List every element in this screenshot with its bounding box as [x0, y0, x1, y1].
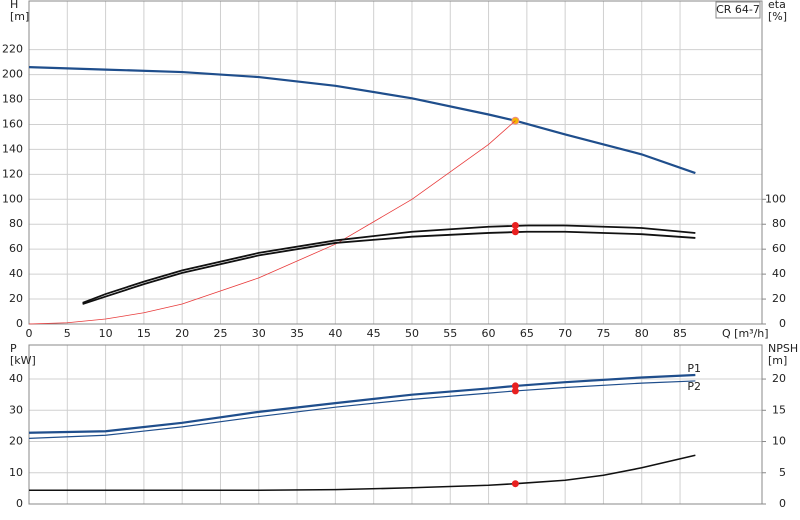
y-tick-label: 30: [9, 403, 23, 416]
y2-tick-label: 20: [772, 292, 786, 305]
legend-box: [715, 1, 761, 19]
curve: [28, 65, 696, 175]
y-tick-label: 180: [2, 93, 23, 106]
x-axis-label: Q [m³/h]: [722, 327, 769, 340]
y2-axis-label: eta: [768, 0, 786, 11]
y-tick-label: 80: [9, 217, 23, 230]
y2-tick-label: 20: [772, 372, 786, 385]
curve: [29, 454, 696, 492]
y-tick-label: 40: [9, 267, 23, 280]
x-tick-label: 60: [482, 327, 496, 340]
x-tick-label: 25: [213, 327, 227, 340]
y-tick-label: 20: [9, 435, 23, 448]
curve: [28, 373, 696, 434]
y-tick-label: 140: [2, 142, 23, 155]
duty-point: [511, 382, 519, 390]
y-tick-label: 0: [16, 317, 23, 330]
plot-frame: [28, 0, 763, 325]
plot-area: [29, 1, 762, 324]
curve: [28, 380, 696, 440]
y-axis-label: [kW]: [10, 354, 36, 367]
x-tick-label: 45: [367, 327, 381, 340]
y-axis-label: H: [10, 0, 18, 11]
curve: [28, 120, 516, 325]
x-tick-label: 30: [252, 327, 266, 340]
y2-axis-label: [m]: [768, 354, 787, 367]
y2-tick-label: 80: [772, 217, 786, 230]
y2-tick-label: 10: [772, 435, 786, 448]
y2-axis-label: [%]: [768, 10, 787, 23]
curve: [82, 224, 696, 304]
duty-point: [511, 228, 519, 236]
x-tick-label: 40: [328, 327, 342, 340]
x-tick-label: 5: [64, 327, 71, 340]
x-tick-label: 35: [290, 327, 304, 340]
curve-label: P2: [687, 380, 701, 393]
y2-tick-label: 0: [779, 317, 786, 330]
y-tick-label: 200: [2, 68, 23, 81]
duty-point: [511, 480, 519, 488]
x-tick-label: 80: [635, 327, 649, 340]
y2-tick-label: 40: [772, 267, 786, 280]
plot-area: [29, 345, 762, 504]
x-tick-label: 15: [137, 327, 151, 340]
y-tick-label: 10: [9, 466, 23, 479]
duty-point: [511, 221, 519, 229]
y2-tick-label: 0: [779, 497, 786, 510]
x-tick-label: 65: [520, 327, 534, 340]
duty-point: [511, 387, 519, 395]
x-tick-label: 10: [99, 327, 113, 340]
y-tick-label: 220: [2, 43, 23, 56]
y-tick-label: 100: [2, 192, 23, 205]
y-tick-label: 60: [9, 242, 23, 255]
x-tick-label: 55: [443, 327, 457, 340]
x-tick-label: 0: [26, 327, 33, 340]
plot-frame: [28, 344, 763, 505]
y-tick-label: 120: [2, 167, 23, 180]
legend-text: CR 64-7: [716, 3, 760, 16]
x-tick-label: 85: [673, 327, 687, 340]
y2-tick-label: 60: [772, 242, 786, 255]
y2-tick-label: 5: [779, 466, 786, 479]
y2-tick-label: 100: [765, 192, 786, 205]
y-axis-label: [m]: [10, 10, 29, 23]
x-tick-label: 50: [405, 327, 419, 340]
y-tick-label: 40: [9, 372, 23, 385]
y-tick-label: 160: [2, 117, 23, 130]
curve-label: P1: [687, 362, 701, 375]
y2-tick-label: 15: [772, 403, 786, 416]
curve: [82, 230, 696, 305]
x-tick-label: 20: [175, 327, 189, 340]
y2-axis-label: NPSH: [768, 342, 798, 355]
y-tick-label: 20: [9, 292, 23, 305]
x-tick-label: 75: [596, 327, 610, 340]
x-tick-label: 70: [558, 327, 572, 340]
y-tick-label: 0: [16, 497, 23, 510]
y-axis-label: P: [10, 342, 17, 355]
